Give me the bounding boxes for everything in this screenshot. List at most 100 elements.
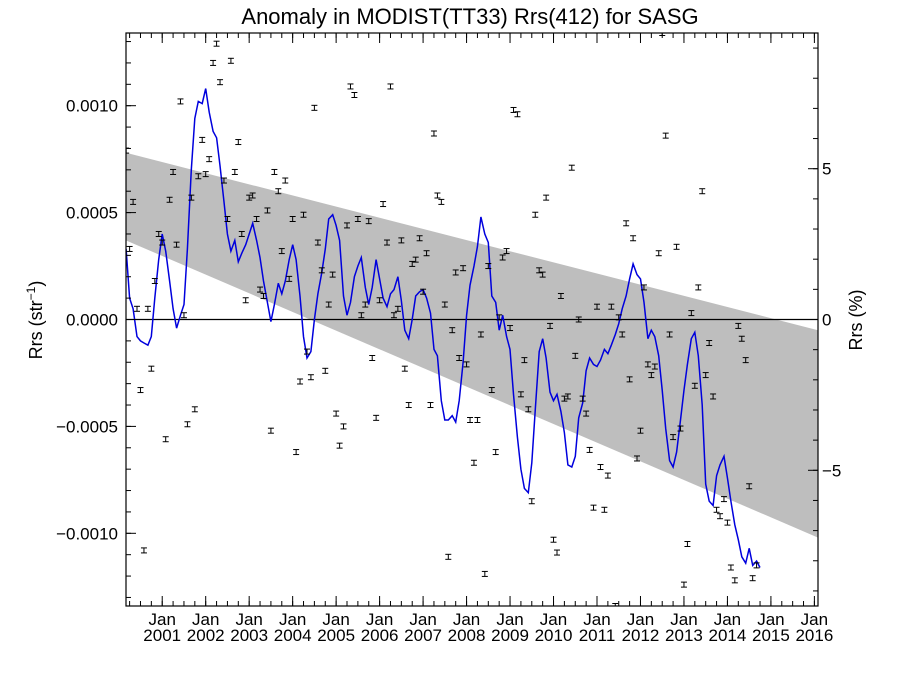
data-point <box>210 59 217 66</box>
x-tick-label-month: Jan <box>279 610 306 629</box>
data-point <box>257 286 264 293</box>
x-tick-label-year: 2014 <box>709 626 747 645</box>
data-point <box>394 305 401 312</box>
y2-tick-label: 5 <box>822 160 831 179</box>
data-point <box>242 297 249 304</box>
data-point <box>130 198 137 205</box>
trend-band <box>126 152 818 538</box>
series-line-smoothed <box>126 88 761 568</box>
x-tick-label-month: Jan <box>366 610 393 629</box>
data-point <box>304 348 310 355</box>
data-point <box>307 374 314 381</box>
data-point <box>514 111 521 118</box>
data-point <box>590 504 597 511</box>
data-point <box>278 248 285 255</box>
y-tick-label: 0.0005 <box>66 204 118 223</box>
data-point <box>677 425 684 432</box>
data-point <box>528 498 535 505</box>
data-point <box>202 171 209 178</box>
x-tick-label-month: Jan <box>149 610 176 629</box>
data-point <box>390 312 397 319</box>
data-point <box>568 164 575 171</box>
x-tick-label-year: 2016 <box>795 626 833 645</box>
data-point <box>423 250 430 257</box>
data-point <box>557 292 564 299</box>
axes: 0.00100.00050.0000−0.0005−0.001050−5Jan2… <box>56 32 841 645</box>
data-point <box>166 196 173 203</box>
x-tick-label-month: Jan <box>801 610 828 629</box>
data-point <box>673 243 680 250</box>
data-point <box>648 372 655 379</box>
x-tick-label-year: 2002 <box>187 626 225 645</box>
data-point <box>188 194 195 201</box>
x-tick-label-year: 2013 <box>665 626 703 645</box>
data-point <box>539 271 546 278</box>
data-point <box>517 391 524 398</box>
data-point <box>749 575 756 582</box>
data-point <box>550 536 557 543</box>
data-point <box>384 239 390 246</box>
data-point <box>137 387 144 394</box>
data-point <box>177 98 184 105</box>
data-point <box>322 367 329 374</box>
data-point <box>688 310 695 317</box>
data-point <box>264 207 271 214</box>
data-point <box>249 192 256 199</box>
data-point <box>314 239 321 246</box>
x-tick-label-year: 2003 <box>230 626 268 645</box>
data-point <box>612 603 619 606</box>
y-tick-label: 0.0000 <box>66 311 118 330</box>
data-point <box>521 357 528 364</box>
data-point <box>438 198 445 205</box>
data-point <box>325 301 332 308</box>
x-tick-label-month: Jan <box>757 610 784 629</box>
data-point <box>630 235 637 242</box>
data-point <box>267 427 274 434</box>
data-point <box>351 92 358 99</box>
x-tick-label-year: 2007 <box>404 626 442 645</box>
data-point <box>706 340 713 347</box>
data-point <box>651 363 658 370</box>
data-point <box>354 216 361 223</box>
data-point <box>369 354 376 361</box>
data-point <box>597 464 604 471</box>
x-tick-label-month: Jan <box>627 610 654 629</box>
y-axis-label-left-superscript: −1 <box>24 286 38 300</box>
data-point <box>619 331 626 338</box>
y-axis-label-right: Rrs (%) <box>846 290 866 351</box>
data-point <box>460 265 467 272</box>
data-point <box>456 354 463 361</box>
data-point <box>492 449 499 456</box>
data-point <box>662 132 669 139</box>
data-point <box>289 216 296 223</box>
data-point <box>637 427 644 434</box>
data-point <box>496 314 503 321</box>
data-point <box>430 130 437 137</box>
data-point <box>271 168 278 175</box>
x-tick-label-month: Jan <box>670 610 697 629</box>
data-point <box>670 434 677 441</box>
data-point <box>710 393 717 400</box>
data-point <box>727 564 734 571</box>
y-tick-label: 0.0010 <box>66 97 118 116</box>
data-point <box>409 260 416 267</box>
data-point <box>217 79 224 86</box>
data-point <box>713 506 720 513</box>
x-tick-label-month: Jan <box>409 610 436 629</box>
data-point <box>173 241 180 248</box>
data-point <box>293 449 300 456</box>
data-point <box>199 136 206 143</box>
data-point <box>170 168 177 175</box>
data-point <box>634 455 640 462</box>
data-point <box>572 352 579 359</box>
data-point <box>507 325 514 332</box>
data-point <box>680 581 687 588</box>
data-point <box>227 57 234 64</box>
data-point <box>336 442 343 449</box>
data-point <box>594 303 600 310</box>
data-point <box>445 553 452 560</box>
x-tick-label-year: 2009 <box>491 626 529 645</box>
x-tick-label-year: 2010 <box>535 626 573 645</box>
data-point <box>329 271 336 278</box>
